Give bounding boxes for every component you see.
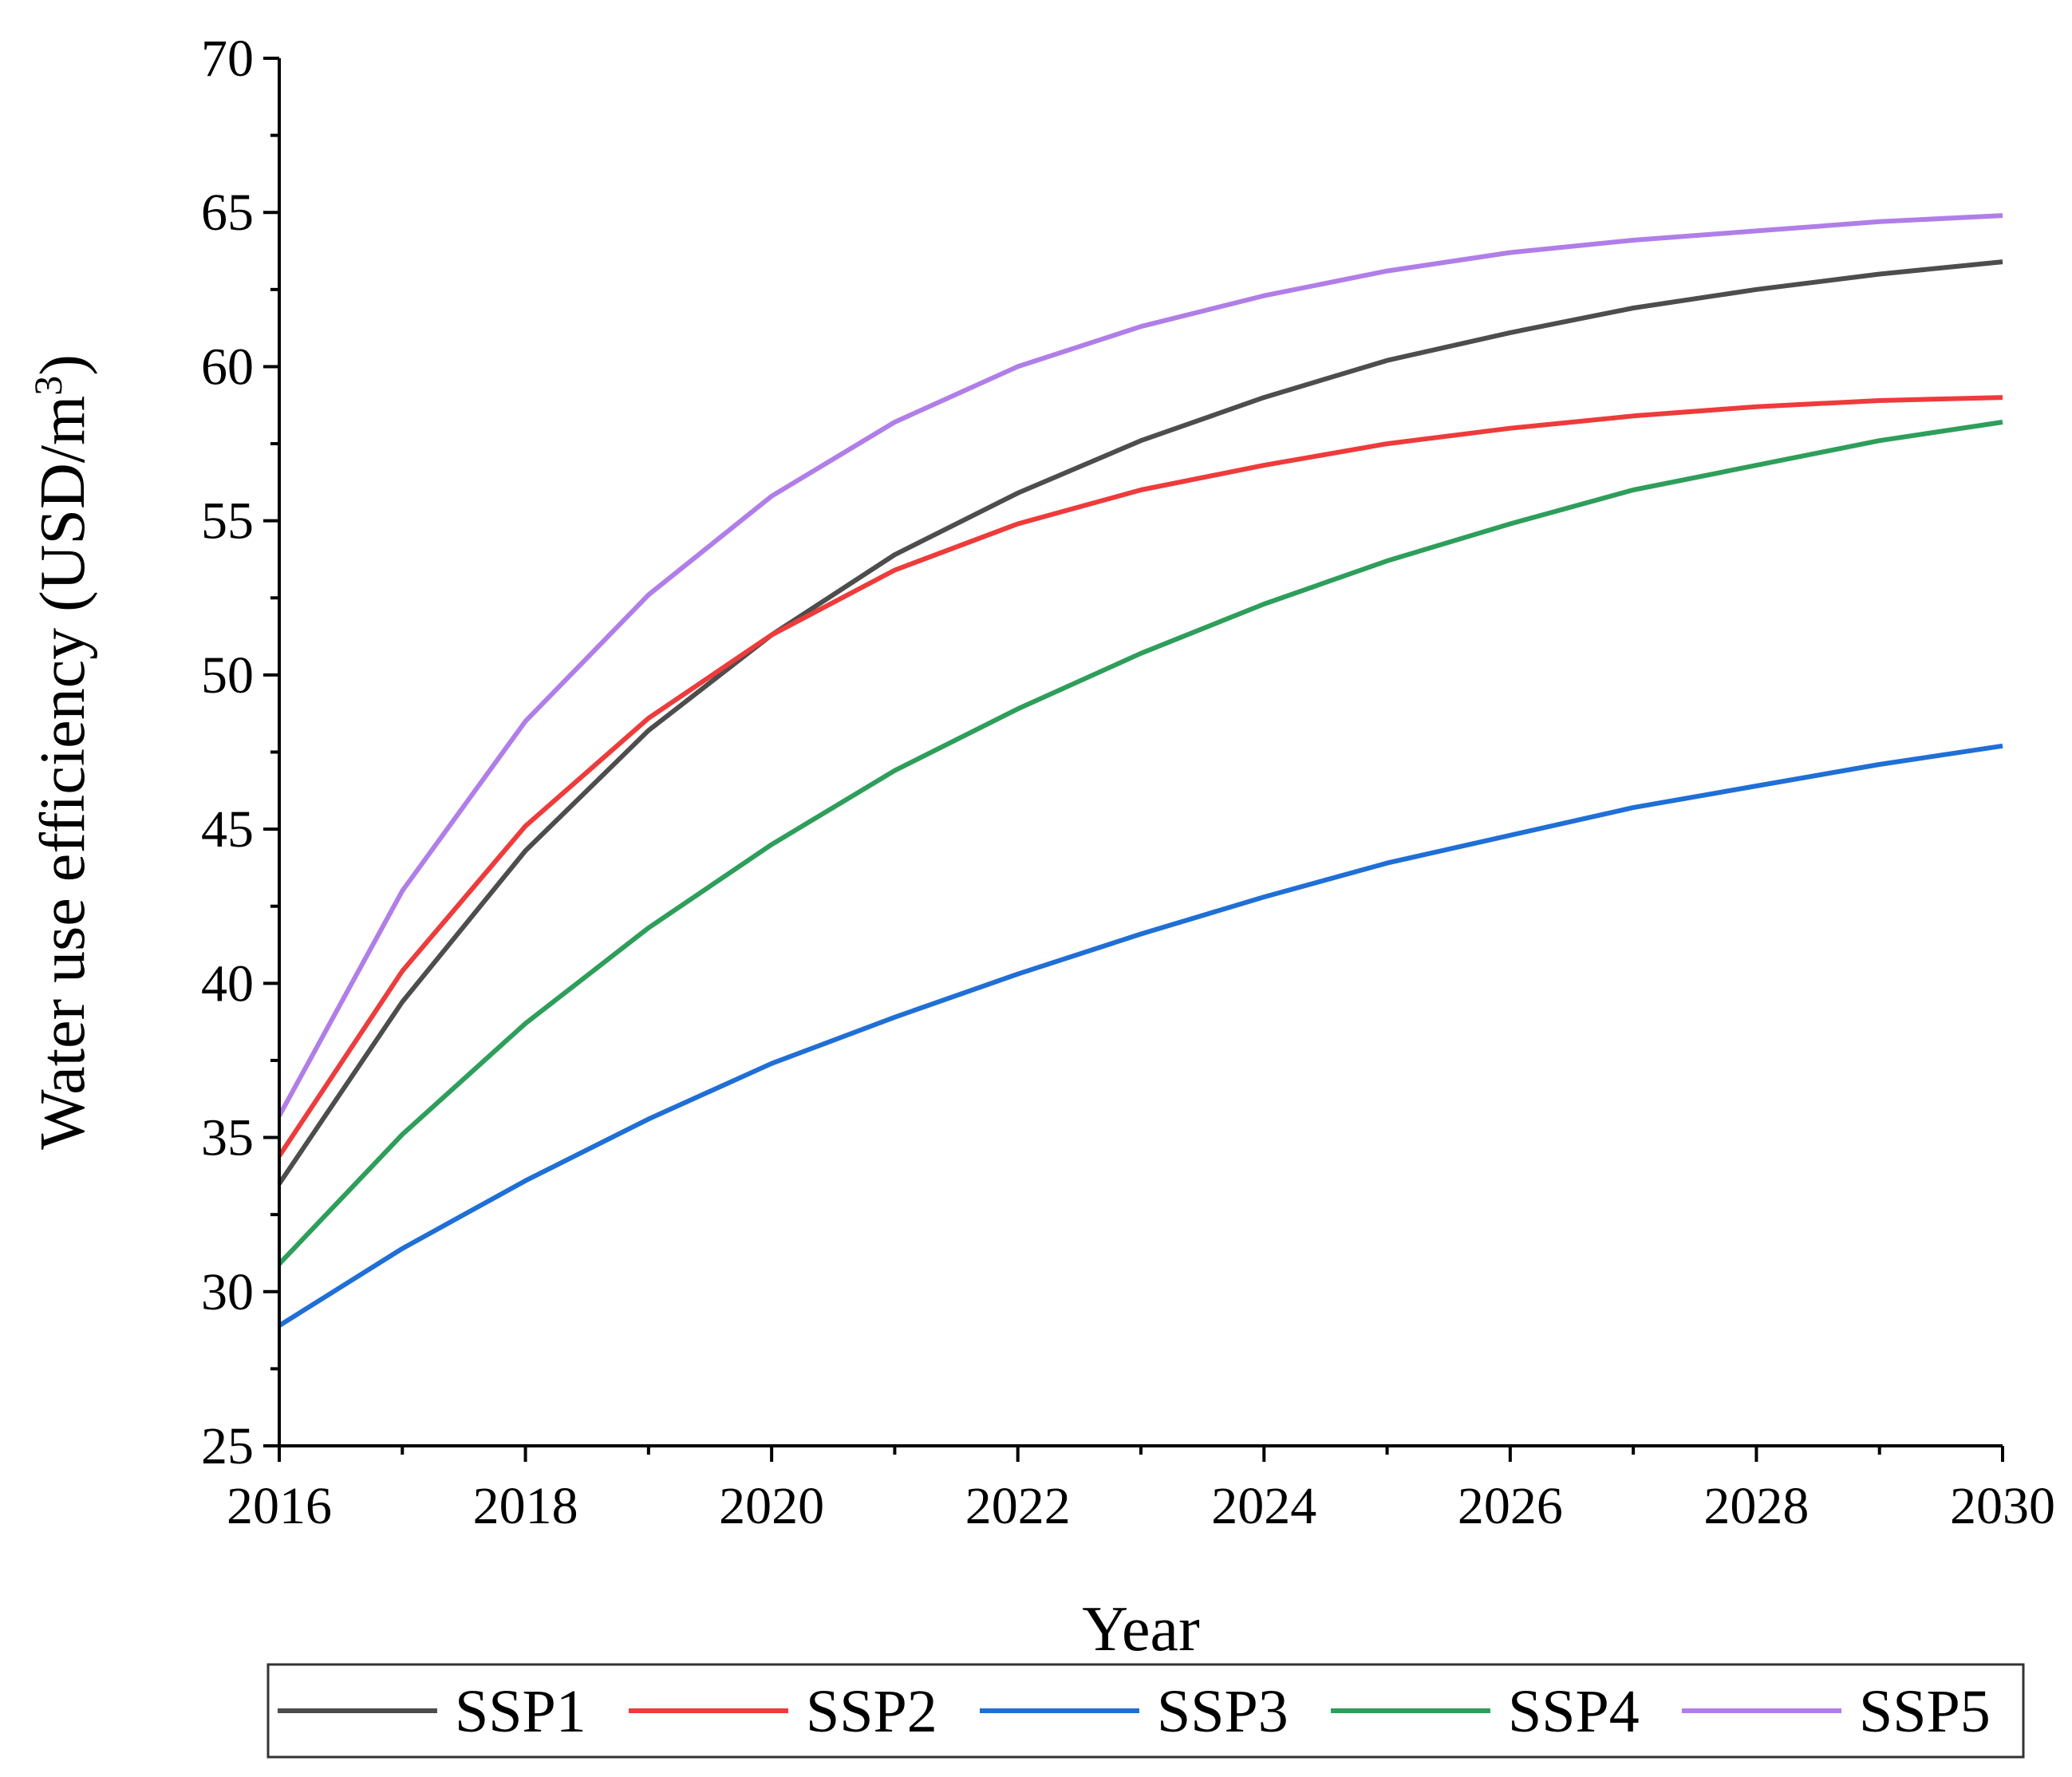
legend-label-ssp5: SSP5 xyxy=(1859,1678,1991,1745)
y-tick-label: 45 xyxy=(201,800,254,859)
y-tick-label: 40 xyxy=(201,954,254,1013)
legend-box xyxy=(266,1663,2025,1759)
series-layer xyxy=(277,213,2003,1328)
y-axis-title: Water use efficiency (USD/m3) xyxy=(26,354,98,1150)
legend-label-ssp1: SSP1 xyxy=(455,1678,586,1745)
x-tick-label: 2020 xyxy=(719,1477,824,1535)
axes xyxy=(278,58,2003,1447)
series-line-ssp5 xyxy=(277,213,2003,1117)
legend-label-ssp4: SSP4 xyxy=(1508,1678,1640,1745)
x-tick-label: 2026 xyxy=(1458,1477,1563,1535)
x-tick-label: 2018 xyxy=(473,1477,578,1535)
series-line-ssp1 xyxy=(277,259,2003,1186)
y-tick-label: 60 xyxy=(201,338,254,396)
legend-label-ssp3: SSP3 xyxy=(1157,1678,1289,1745)
x-tick-label: 2028 xyxy=(1703,1477,1809,1535)
y-tick-label: 25 xyxy=(201,1417,254,1475)
legend: SSP1 SSP2 SSP3 SSP4 SSP5 xyxy=(266,1663,2025,1759)
y-tick-label: 35 xyxy=(201,1109,254,1167)
legend-label-ssp2: SSP2 xyxy=(806,1678,937,1745)
x-tick-label: 2016 xyxy=(227,1477,332,1535)
series-line-ssp3 xyxy=(278,743,2003,1328)
x-tick-label: 2022 xyxy=(965,1477,1071,1535)
y-tick-label: 50 xyxy=(201,646,254,705)
series-line-ssp2 xyxy=(277,395,2003,1158)
y-axis-title-superscript: 3 xyxy=(26,376,70,396)
x-tick-label: 2024 xyxy=(1211,1477,1316,1535)
y-tick-label: 65 xyxy=(201,184,254,242)
y-tick-label: 70 xyxy=(201,30,254,88)
y-axis-title-close: ) xyxy=(28,354,98,376)
ticks: 25 30 35 40 45 50 55 60 65 70 2016 2018 2020 2022 2024… xyxy=(201,30,2055,1535)
y-axis-title-main: Water use efficiency (USD/m xyxy=(28,396,98,1150)
y-tick-label: 30 xyxy=(201,1263,254,1321)
x-axis-title: Year xyxy=(1082,1594,1199,1664)
series-line-ssp4 xyxy=(277,420,2003,1266)
x-tick-label: 2030 xyxy=(1950,1477,2055,1535)
y-tick-label: 55 xyxy=(201,492,254,551)
